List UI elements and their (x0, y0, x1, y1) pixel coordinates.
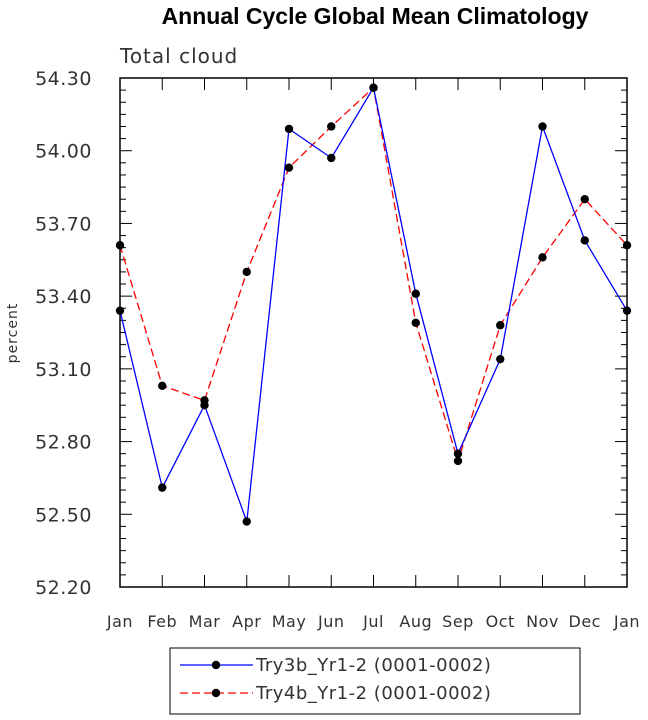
x-tick-label: Jan (613, 612, 640, 631)
series-1-point (158, 483, 167, 492)
series-1-point (411, 289, 420, 298)
series-1-point (622, 306, 632, 315)
series-2-point (284, 163, 294, 172)
series-1-point (538, 122, 547, 131)
legend-box (169, 647, 581, 715)
y-tick-label: 54.00 (35, 141, 92, 163)
y-tick-label: 53.40 (35, 286, 92, 308)
series-1-point (580, 236, 589, 245)
x-tick-label: May (272, 612, 307, 631)
legend-label-1: Try3b_Yr1-2 (0001-0002) (255, 655, 491, 676)
series-line-2 (119, 86, 628, 464)
y-tick-label: 52.80 (35, 432, 92, 454)
x-tick-label: Sep (442, 612, 474, 631)
series-1-point (327, 153, 336, 163)
chart-title: Annual Cycle Global Mean Climatology (162, 3, 589, 29)
series-2-point (242, 267, 251, 277)
plot-frame (119, 77, 628, 588)
series-1-point (453, 449, 463, 458)
series-line-1 (119, 85, 628, 522)
series-2-point (496, 321, 505, 330)
y-tick-label: 54.30 (35, 68, 92, 90)
legend-marker-1 (211, 660, 221, 670)
x-tick-label: Apr (232, 612, 261, 631)
series-1-point (284, 124, 294, 134)
y-tick-label: 52.50 (35, 504, 92, 526)
x-tick-label: Dec (569, 612, 601, 631)
x-tick-label: Jan (106, 612, 133, 631)
series-1-point (115, 306, 125, 315)
series-2-point (158, 381, 167, 391)
x-tick-label: Jul (362, 612, 384, 631)
chart-subtitle: Total cloud (119, 44, 238, 68)
series-1-point (242, 517, 251, 526)
x-tick-label: Aug (399, 612, 432, 631)
series-2-point (622, 241, 632, 250)
series-2-point (200, 396, 209, 405)
x-tick-label: Feb (147, 612, 177, 631)
series-2-point (580, 194, 589, 204)
series-2-point (369, 83, 378, 92)
series-2-point (538, 253, 547, 262)
y-tick-label: 53.70 (35, 213, 92, 235)
series-1-point (496, 354, 505, 364)
y-axis-label: percent (5, 303, 21, 364)
legend-marker-2 (211, 688, 221, 698)
series-2-point (327, 122, 336, 131)
x-tick-label: Oct (486, 612, 515, 631)
x-tick-label: Jun (317, 612, 345, 631)
y-tick-label: 52.20 (35, 577, 92, 599)
y-tick-label: 53.10 (35, 359, 92, 381)
series-2-point (453, 456, 463, 466)
series-2-point (115, 241, 125, 250)
series-2-point (411, 318, 420, 328)
legend-label-2: Try4b_Yr1-2 (0001-0002) (255, 683, 491, 704)
x-tick-label: Nov (526, 612, 559, 631)
x-tick-label: Mar (189, 612, 221, 631)
